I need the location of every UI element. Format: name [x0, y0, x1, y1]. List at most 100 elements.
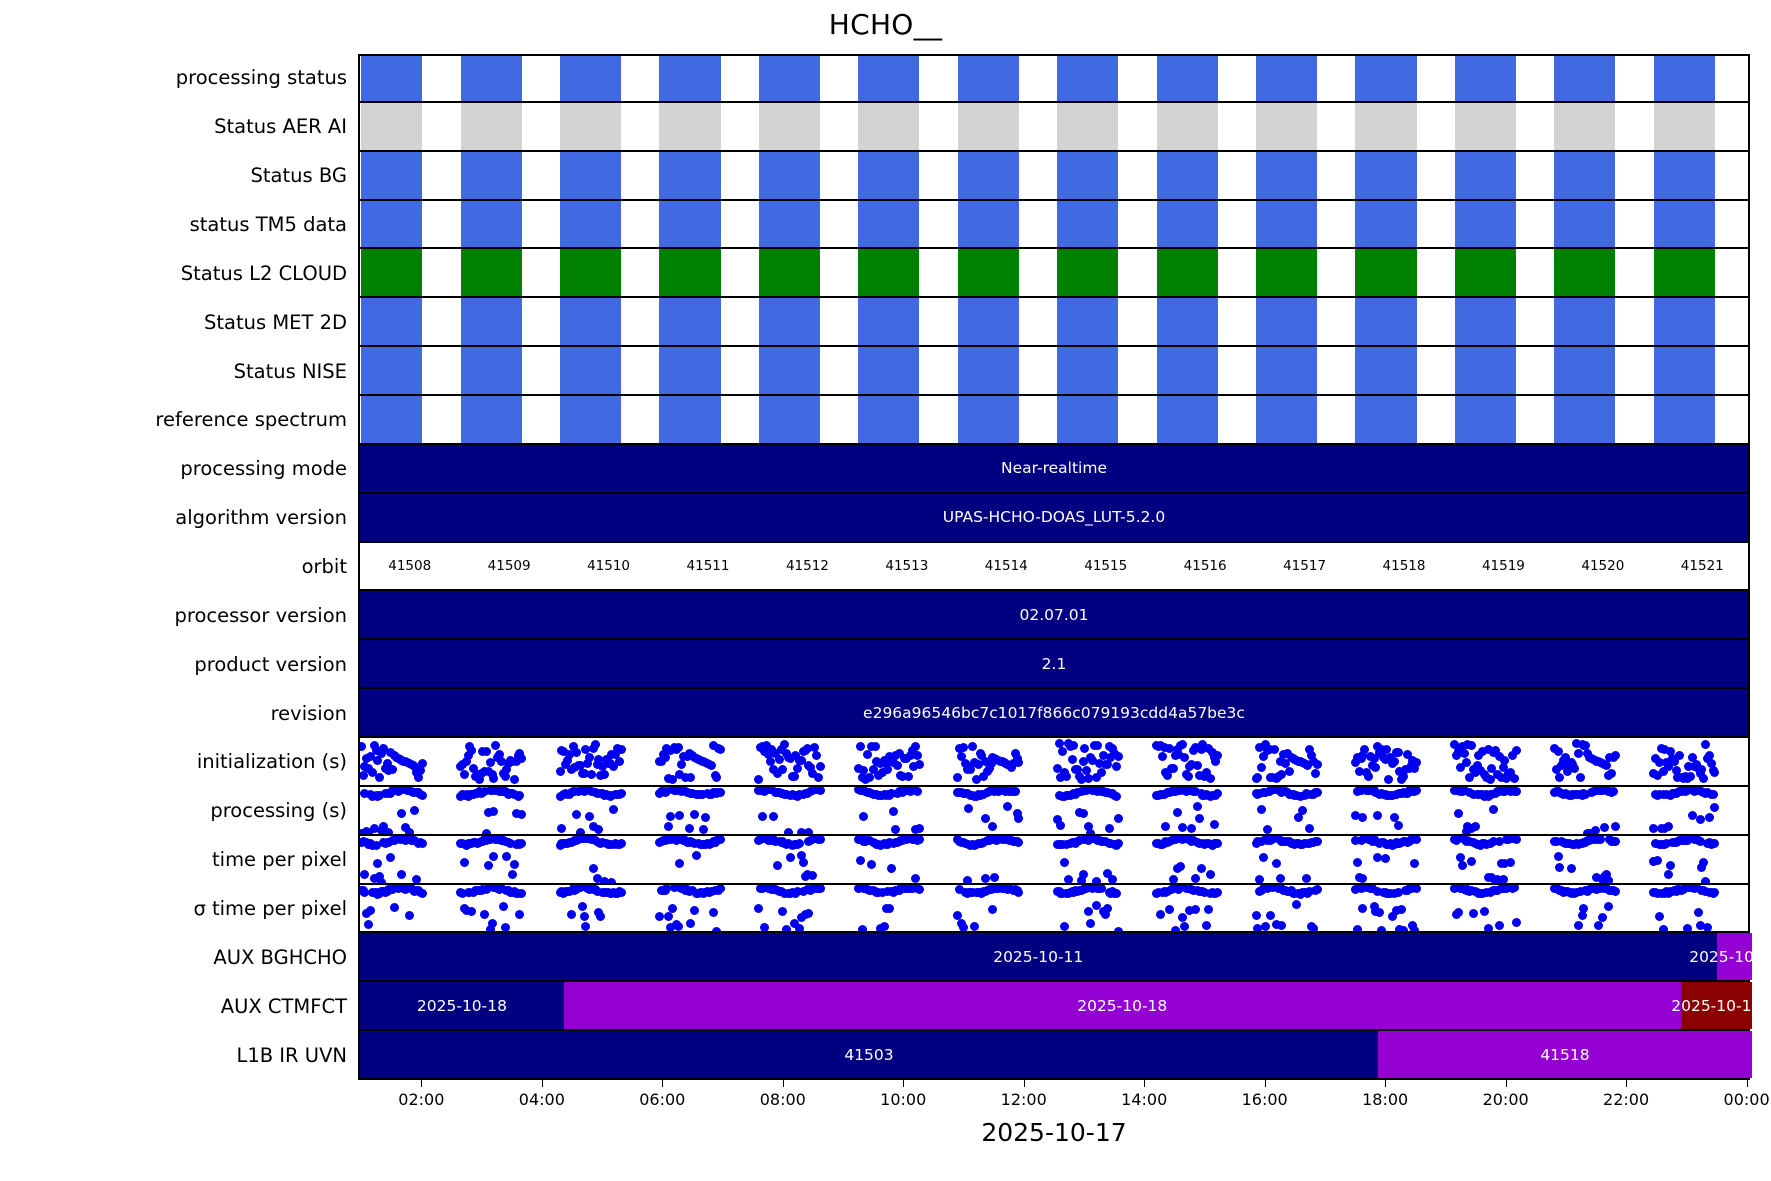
scatter-point	[1067, 754, 1077, 764]
scatter-point	[716, 884, 726, 894]
status-block	[1454, 298, 1517, 346]
scatter-point	[1376, 745, 1386, 755]
scatter-point	[1699, 774, 1709, 784]
scatter-point	[1100, 910, 1110, 920]
status-block	[1355, 151, 1417, 199]
scatter-point	[1412, 757, 1422, 767]
scatter-point	[806, 763, 816, 773]
scatter-point	[491, 741, 501, 751]
status-block	[460, 151, 522, 199]
scatter-point	[1489, 836, 1499, 846]
status-block	[758, 200, 821, 248]
status-block	[1156, 249, 1218, 297]
status-block	[758, 56, 821, 101]
scatter-point	[789, 771, 799, 781]
scatter-point	[588, 822, 598, 832]
timeline-row	[358, 738, 1750, 787]
status-block	[858, 396, 920, 443]
scatter-point	[677, 759, 687, 769]
scatter-point	[1585, 829, 1595, 834]
status-block	[1454, 56, 1517, 101]
scatter-point	[1091, 901, 1101, 911]
status-block	[957, 298, 1019, 346]
status-block	[460, 298, 522, 346]
scatter-point	[666, 923, 676, 932]
scatter-point	[1553, 746, 1563, 756]
scatter-point	[616, 839, 626, 849]
scatter-point	[785, 852, 795, 862]
scatter-point	[716, 835, 726, 844]
status-block	[1057, 298, 1119, 346]
scatter-point	[708, 908, 718, 918]
scatter-point	[1402, 750, 1412, 760]
status-block	[1554, 151, 1616, 199]
scatter-point	[905, 750, 915, 760]
scatter-point	[981, 873, 991, 883]
scatter-point	[866, 859, 876, 869]
scatter-point	[697, 790, 707, 800]
timeline-row	[358, 884, 1750, 934]
scatter-point	[1350, 757, 1360, 767]
orbit-number: 41518	[1382, 557, 1426, 574]
scatter-point	[1367, 884, 1377, 893]
status-block	[1057, 56, 1119, 101]
scatter-point	[1363, 771, 1373, 781]
row-label-aux-ctmfct: AUX CTMFCT	[220, 994, 347, 1018]
scatter-point	[1598, 912, 1607, 922]
scatter-point	[1275, 874, 1285, 883]
status-block	[460, 200, 522, 248]
scatter-point	[1573, 749, 1583, 759]
scatter-point	[654, 912, 664, 922]
status-block	[361, 102, 423, 150]
scatter-point	[1258, 853, 1268, 863]
scatter-point	[469, 764, 479, 774]
scatter-point	[1165, 743, 1175, 753]
scatter-point	[1688, 810, 1698, 820]
scatter-point	[1551, 837, 1561, 847]
scatter-point	[596, 911, 606, 921]
scatter-point	[1260, 740, 1270, 750]
scatter-point	[1255, 875, 1265, 883]
scatter-point	[594, 755, 604, 765]
scatter-point	[969, 922, 979, 931]
scatter-point	[1211, 756, 1221, 766]
scatter-point	[417, 888, 427, 898]
scatter-point	[1093, 741, 1103, 751]
scatter-point	[1406, 884, 1416, 894]
scatter-point	[798, 858, 808, 868]
scatter-point	[1511, 835, 1521, 845]
scatter-point	[914, 823, 924, 833]
page-title: HCHO__	[828, 8, 943, 41]
scatter-point	[1599, 822, 1609, 832]
scatter-point	[1082, 786, 1092, 796]
scatter-point	[1102, 759, 1112, 769]
status-block	[858, 347, 920, 394]
status-block	[858, 298, 920, 346]
status-block	[1355, 56, 1417, 101]
status-block	[1256, 249, 1318, 297]
scatter-point	[771, 749, 781, 759]
status-block	[1454, 200, 1517, 248]
scatter-point	[360, 869, 370, 879]
x-axis: 2025-10-17 02:00 04:00 06:00 08:00 10:00 12:0…	[358, 1080, 1770, 1180]
scatter-point	[1500, 858, 1510, 868]
x-axis-tick	[1264, 1080, 1266, 1087]
scatter-point	[1373, 810, 1383, 820]
scatter-point	[759, 922, 769, 932]
scatter-point	[913, 751, 923, 761]
status-block	[1454, 347, 1517, 394]
scatter-point	[1572, 739, 1582, 749]
x-axis-tick	[1746, 1080, 1748, 1087]
scatter-point	[785, 753, 795, 763]
scatter-point	[1205, 869, 1215, 879]
scatter-point	[1693, 908, 1703, 918]
scatter-point	[1052, 764, 1062, 774]
scatter-point	[517, 839, 527, 849]
timeline-row	[358, 347, 1750, 396]
scatter-point	[369, 740, 379, 750]
status-block	[659, 151, 721, 199]
scatter-point	[496, 757, 506, 767]
scatter-point	[853, 764, 863, 774]
scatter-point	[1710, 839, 1720, 849]
scatter-band	[360, 786, 1748, 834]
